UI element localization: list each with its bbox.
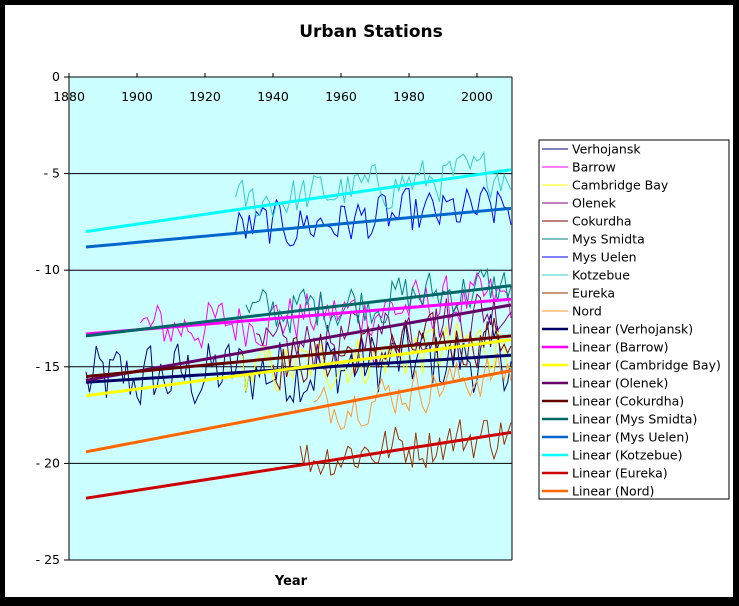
legend-label: Linear (Kotzebue) [572,448,683,463]
trendline-linear-nord [85,369,512,454]
legend-item: Linear (Mys Uelen) [542,430,689,445]
legend-item: Barrow [542,160,616,175]
legend-label: Linear (Mys Smidta) [572,412,697,427]
trendline-linear-cambridge-bay [85,338,512,398]
legend-box [538,139,730,500]
legend-label: Eureka [572,286,615,301]
legend: Verhojansk Barrow Cambridge Bay Olenek Cokur… [538,139,730,500]
legend-item: Cokurdha [542,214,632,229]
trendline-linear-olenek [85,303,512,382]
trendline-linear-mys-smidta [85,284,512,338]
legend-item: Linear (Cokurdha) [542,394,684,409]
legend-item: Kotzebue [542,268,630,283]
legend-item: Eureka [542,286,615,301]
trendline-linear-kotzebue [85,168,512,234]
legend-label: Linear (Cokurdha) [572,394,684,409]
legend-label: Cambridge Bay [572,178,669,193]
x-tick-label: 1880 [53,89,85,104]
x-tick-label: 1920 [189,89,221,104]
legend-item: Mys Smidta [542,232,645,247]
x-tick-label: 1940 [257,89,289,104]
legend-label: Olenek [572,196,617,211]
series-line-cambridge-bay [238,321,512,392]
legend-label: Linear (Mys Uelen) [572,430,689,445]
legend-label: Kotzebue [572,268,630,283]
chart-title: Urban Stations [299,22,443,42]
trendline-linear-cokurdha [85,334,512,378]
x-tick-label: 2000 [461,89,493,104]
legend-item: Olenek [542,196,617,211]
legend-label: Linear (Nord) [572,484,654,499]
y-tick-label: - 25 [36,552,60,567]
y-tick-label: - 5 [44,166,60,181]
legend-label: Cokurdha [572,214,632,229]
x-tick-label: 1980 [393,89,425,104]
legend-label: Verhojansk [572,142,641,157]
y-tick-label: - 15 [36,359,60,374]
axes [68,76,513,561]
legend-label: Barrow [572,160,616,175]
y-tick-labels: 0 - 5 - 10 - 15 - 20 - 25 [36,69,69,567]
legend-label: Linear (Barrow) [572,340,668,355]
y-tick-label: 0 [52,69,60,84]
series-line-nord [313,353,512,431]
trendline-linear-eureka [85,431,512,500]
legend-item: Linear (Mys Smidta) [542,412,697,427]
legend-item: Linear (Olenek) [542,376,668,391]
x-tick-label: 1900 [121,89,153,104]
legend-item: Nord [542,304,602,319]
legend-item: Linear (Nord) [542,484,654,499]
series-line-barrow [140,271,512,350]
legend-label: Mys Smidta [572,232,645,247]
x-tick-label: 1960 [325,89,357,104]
x-tick-labels: 1880 1900 1920 1940 1960 1980 2000 [53,73,493,104]
legend-label: Mys Uelen [572,250,637,265]
trendline-linear-mys-uelen [85,206,512,249]
legend-label: Linear (Cambridge Bay) [572,358,721,373]
legend-item: Verhojansk [542,142,641,157]
y-tick-label: - 20 [36,455,60,470]
legend-label: Linear (Eureka) [572,466,668,481]
y-tick-label: - 10 [36,262,60,277]
series-line-mys-uelen [235,186,512,247]
series-line-eureka [299,419,512,476]
plot-area: 0 - 5 - 10 - 15 - 20 - 25 1880 1900 1920 1940 196… [36,69,513,567]
legend-item: Linear (Verhojansk) [542,322,693,337]
legend-item: Linear (Cambridge Bay) [542,358,721,373]
legend-label: Nord [572,304,602,319]
legend-item: Linear (Barrow) [542,340,668,355]
trendline-layer [85,168,512,500]
legend-item: Mys Uelen [542,250,637,265]
legend-item: Linear (Kotzebue) [542,448,683,463]
x-axis-label: Year [274,574,308,589]
legend-label: Linear (Verhojansk) [572,322,693,337]
legend-item: Cambridge Bay [542,178,669,193]
legend-item: Linear (Eureka) [542,466,668,481]
legend-label: Linear (Olenek) [572,376,668,391]
